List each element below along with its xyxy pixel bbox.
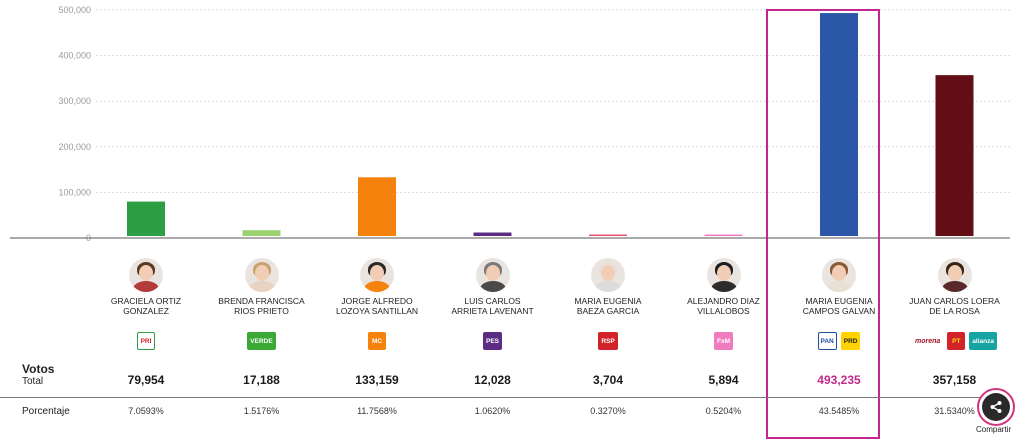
- row-divider: [0, 397, 1010, 398]
- candidate-name-line1: MARIA EUGENIA: [574, 296, 642, 306]
- vote-total: 133,159: [355, 373, 399, 387]
- woman-portrait-icon: [822, 258, 856, 292]
- man-portrait-icon: [937, 258, 972, 292]
- candidate-name: LUIS CARLOS ARRIETA LAVENANT: [435, 296, 551, 318]
- pri-logo-icon: PRI: [137, 332, 155, 350]
- rsp-logo-icon: RSP: [598, 332, 618, 350]
- porcentaje-label: Porcentaje: [22, 406, 70, 417]
- candidate-column: GRACIELA ORTIZ GONZALEZ PRI: [88, 258, 204, 351]
- candidate-column: LUIS CARLOS ARRIETA LAVENANT PES: [435, 258, 551, 351]
- woman-portrait-icon: [591, 258, 625, 292]
- candidate-name: JUAN CARLOS LOERA DE LA ROSA: [897, 296, 1013, 318]
- candidate-name: BRENDA FRANCISCA RIOS PRIETO: [204, 296, 320, 318]
- party-logos: MC: [319, 331, 435, 351]
- pes-logo-icon: PES: [482, 332, 502, 350]
- bar: [589, 234, 627, 236]
- candidate-column: JORGE ALFREDO LOZOYA SANTILLAN MC: [319, 258, 435, 351]
- y-tick-label: 400,000: [58, 51, 91, 61]
- vote-total: 12,028: [474, 373, 511, 387]
- candidate-name-line2: LOZOYA SANTILLAN: [335, 306, 419, 316]
- vote-percentage: 31.5340%: [934, 406, 975, 416]
- party-logos: RSP: [550, 331, 666, 351]
- candidate-column: MARIA EUGENIA BAEZA GARCIA RSP: [550, 258, 666, 351]
- vote-percentage: 0.3270%: [590, 406, 626, 416]
- party-logos: morena PT alianza: [897, 331, 1013, 351]
- share-icon: [982, 393, 1010, 421]
- morena-logo-icon: morena: [912, 332, 944, 350]
- vote-total: 79,954: [127, 373, 165, 387]
- candidate-name: GRACIELA ORTIZ GONZALEZ: [88, 296, 204, 318]
- candidate-name-line1: MARIA EUGENIA: [805, 296, 873, 306]
- bar: [358, 177, 396, 236]
- candidate-column: BRENDA FRANCISCA RIOS PRIETO VERDE: [204, 258, 320, 351]
- y-tick-label: 500,000: [58, 5, 91, 15]
- vote-percentage: 0.5204%: [705, 406, 742, 416]
- share-button[interactable]: [977, 388, 1015, 426]
- candidate-name-line2: CAMPOS GALVAN: [802, 306, 876, 316]
- movimiento-ciudadano-logo-icon: MC: [368, 332, 386, 350]
- vote-total: 3,704: [592, 373, 624, 387]
- pt-logo-icon: PT: [947, 332, 966, 350]
- candidate-name-line1: JUAN CARLOS LOERA: [909, 296, 1000, 306]
- candidate-name-line2: VILLALOBOS: [697, 306, 750, 316]
- bar: [935, 75, 974, 236]
- party-logos: PRI: [88, 331, 204, 351]
- bar: [127, 201, 165, 236]
- votos-label: Votos: [22, 362, 55, 376]
- vote-percentage: 7.0593%: [128, 406, 164, 416]
- share-label: Compartir: [976, 425, 1012, 434]
- candidate-name-line2: ARRIETA LAVENANT: [451, 306, 534, 316]
- candidate-name: ALEJANDRO DIAZ VILLALOBOS: [666, 296, 782, 318]
- nueva-alianza-logo-icon: alianza: [969, 332, 997, 350]
- man-portrait-icon: [360, 258, 394, 292]
- pan-logo-icon: PAN: [817, 332, 837, 350]
- candidate-name: JORGE ALFREDO LOZOYA SANTILLAN: [319, 296, 435, 318]
- candidate-name-line2: BAEZA GARCIA: [576, 306, 640, 316]
- candidate-name-line1: GRACIELA ORTIZ: [110, 296, 182, 306]
- candidate-name-line2: RIOS PRIETO: [234, 306, 289, 316]
- party-logos: PES: [435, 331, 551, 351]
- candidate-column: JUAN CARLOS LOERA DE LA ROSA morena PT alian…: [897, 258, 1013, 351]
- y-tick-label: 300,000: [58, 96, 91, 106]
- candidate-name: MARIA EUGENIA CAMPOS GALVAN: [781, 296, 897, 318]
- woman-portrait-icon: [244, 258, 279, 292]
- party-logos: FxM: [666, 331, 782, 351]
- candidate-name-line2: DE LA ROSA: [929, 306, 980, 316]
- y-tick-label: 100,000: [58, 187, 91, 197]
- prd-logo-icon: PRD: [840, 332, 861, 350]
- candidate-column: ALEJANDRO DIAZ VILLALOBOS FxM: [666, 258, 782, 351]
- vote-total: 357,158: [932, 373, 977, 387]
- party-logos: VERDE: [204, 331, 320, 351]
- party-logos: PAN PRD: [781, 331, 897, 351]
- fuerza-mexico-logo-icon: FxM: [714, 332, 733, 350]
- man-portrait-icon: [706, 258, 741, 292]
- vote-percentage: 11.7568%: [357, 406, 397, 416]
- bar: [242, 230, 281, 236]
- y-tick-label: 200,000: [58, 142, 91, 152]
- candidate-name-line1: BRENDA FRANCISCA: [218, 296, 305, 306]
- total-label: Total: [22, 376, 44, 387]
- vote-total: 493,235: [817, 373, 861, 387]
- candidate-name-line1: ALEJANDRO DIAZ: [687, 296, 760, 306]
- woman-portrait-icon: [129, 258, 163, 292]
- candidate-name: MARIA EUGENIA BAEZA GARCIA: [550, 296, 666, 318]
- man-portrait-icon: [475, 258, 510, 292]
- vote-total: 17,188: [243, 373, 280, 387]
- bar: [704, 234, 743, 236]
- vote-percentage: 1.0620%: [474, 406, 511, 416]
- candidate-column: MARIA EUGENIA CAMPOS GALVAN PAN PRD: [781, 258, 897, 351]
- candidate-name-line1: LUIS CARLOS: [464, 296, 521, 306]
- vote-percentage: 1.5176%: [243, 406, 280, 416]
- candidate-name-line1: JORGE ALFREDO: [341, 296, 413, 306]
- verde-logo-icon: VERDE: [247, 332, 276, 350]
- vote-percentage: 43.5485%: [818, 406, 860, 416]
- vote-total: 5,894: [708, 373, 739, 387]
- bar: [820, 13, 858, 237]
- candidate-name-line2: GONZALEZ: [123, 306, 169, 316]
- bar: [473, 232, 512, 236]
